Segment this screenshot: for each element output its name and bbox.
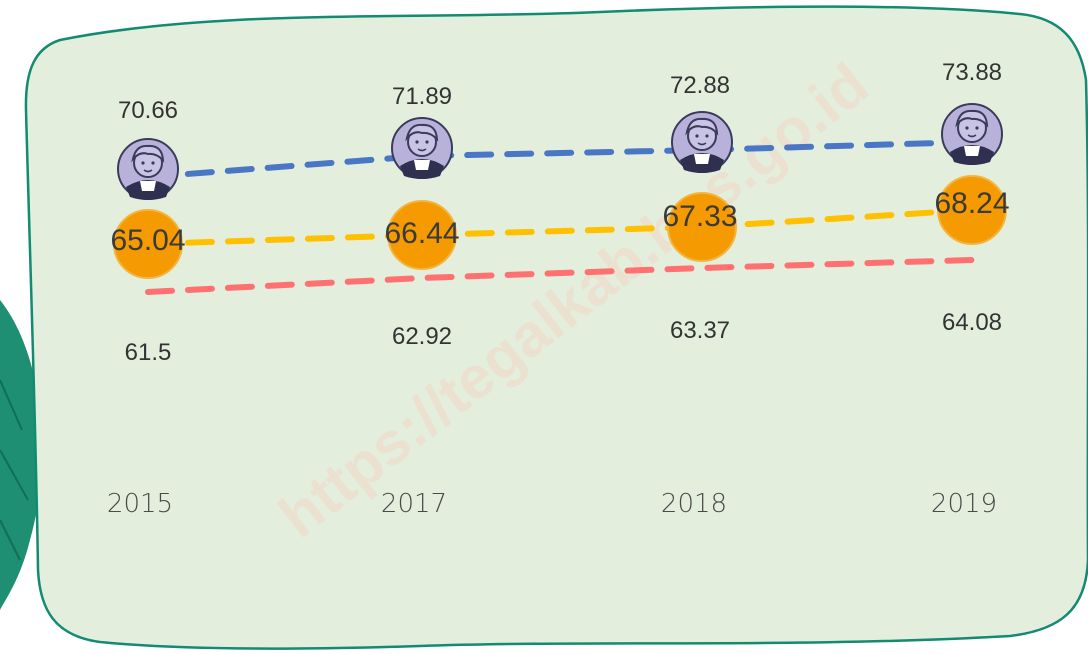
value-label-series-2: 62.92 bbox=[392, 323, 452, 350]
series-line-0 bbox=[145, 139, 975, 180]
value-label-series-2: 61.5 bbox=[125, 339, 172, 366]
value-label-series-1: 65.04 bbox=[110, 224, 185, 257]
x-tick-label: 2015 bbox=[107, 489, 173, 519]
orange-circle-marker bbox=[113, 209, 183, 279]
x-tick-label: 2019 bbox=[931, 489, 997, 519]
x-tick-label: 2018 bbox=[661, 489, 727, 519]
series-line-2 bbox=[145, 257, 975, 295]
value-label-series-0: 70.66 bbox=[118, 97, 178, 124]
series-line-1 bbox=[145, 207, 975, 247]
value-label-series-1: 68.24 bbox=[934, 187, 1009, 220]
value-label-series-1: 66.44 bbox=[384, 217, 459, 250]
orange-circle-marker bbox=[667, 192, 737, 262]
value-label-series-2: 64.08 bbox=[942, 309, 1002, 336]
avatar-icon bbox=[941, 103, 1003, 165]
value-label-series-0: 73.88 bbox=[942, 59, 1002, 86]
value-labels: 70.66 71.89 72.88 73.88 65.04 66.44 67.33 68.24… bbox=[110, 59, 1009, 366]
leaf-decoration bbox=[0, 300, 43, 610]
x-axis: 2015 2017 2018 2019 bbox=[107, 489, 997, 519]
value-label-series-0: 71.89 bbox=[392, 83, 452, 110]
orange-circle-marker bbox=[937, 175, 1007, 245]
x-tick-label: 2017 bbox=[381, 489, 447, 519]
value-label-series-1: 67.33 bbox=[662, 200, 737, 233]
orange-circle-marker bbox=[387, 200, 457, 270]
avatar-icon bbox=[117, 138, 179, 200]
avatar-icon bbox=[391, 117, 453, 179]
value-label-series-0: 72.88 bbox=[670, 72, 730, 99]
value-label-series-2: 63.37 bbox=[670, 317, 730, 344]
avatar-icon bbox=[671, 111, 733, 173]
series-lines bbox=[145, 139, 975, 295]
series-markers bbox=[113, 103, 1007, 279]
